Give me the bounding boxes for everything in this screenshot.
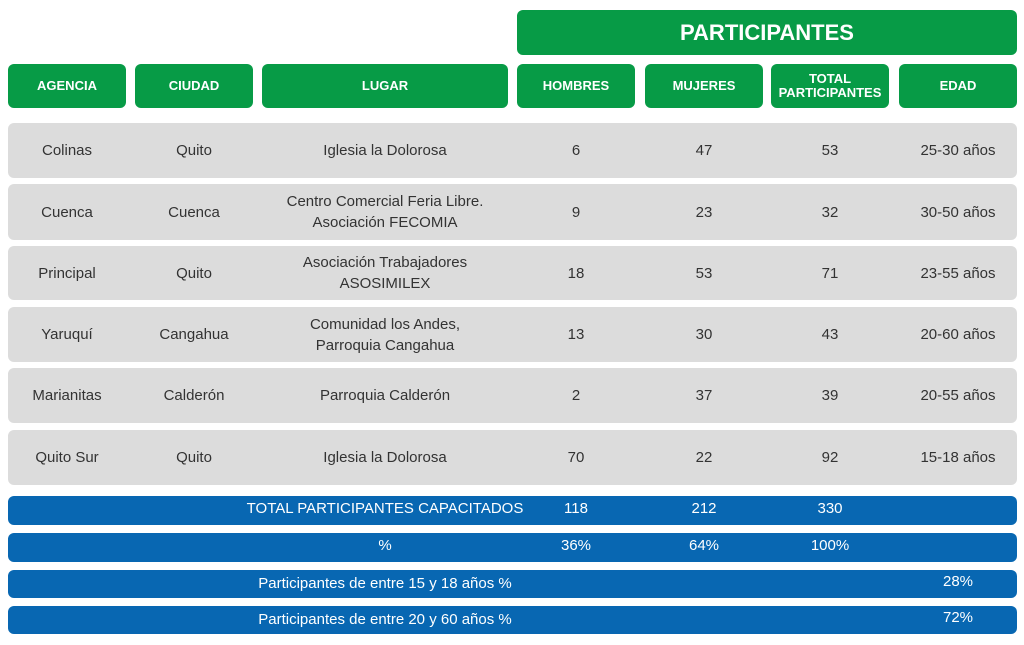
table-cell: 47 — [695, 142, 713, 159]
cell-line: Parroquia Calderón — [319, 387, 451, 404]
summary-label: % — [378, 536, 392, 554]
table-cell: 32 — [821, 203, 839, 221]
cell-line: Centro Comercial Feria Libre. — [286, 193, 484, 210]
age-row — [8, 606, 1017, 634]
cell-line: ASOSIMILEX — [339, 275, 431, 292]
table-row — [8, 246, 1017, 300]
age-value: 72% — [942, 609, 974, 627]
table-row — [8, 184, 1017, 240]
group-header: PARTICIPANTES — [517, 10, 1017, 55]
table-cell: 22 — [695, 449, 713, 466]
column-header: AGENCIA — [8, 64, 126, 108]
column-header: LUGAR — [262, 64, 508, 108]
table-cell: Centro Comercial Feria Libre. Asociación … — [262, 184, 508, 240]
table-cell: 70 — [567, 449, 585, 466]
table-row — [8, 368, 1017, 423]
table-cell: 20-55 años — [920, 387, 996, 404]
table-cell: Calderón — [163, 387, 225, 404]
table-row — [8, 123, 1017, 178]
cell-line: Asociación FECOMIA — [312, 214, 458, 231]
group-header-text: PARTICIPANTES — [680, 19, 854, 45]
table-cell: Comunidad los Andes, Parroquia Cangahua — [262, 307, 508, 362]
column-header-text: HOMBRES — [542, 78, 610, 94]
table-cell: 13 — [567, 326, 585, 343]
cell-line: Iglesia la Dolorosa — [323, 449, 447, 466]
cell-line: Comunidad los Andes, — [309, 315, 461, 333]
cell-line: Iglesia la Dolorosa — [323, 142, 447, 159]
table-cell: 23 — [695, 203, 713, 221]
table-cell: Cuenca — [168, 203, 220, 221]
table-cell: 39 — [821, 387, 839, 404]
summary-value: 118 — [564, 499, 588, 517]
table-cell: 2 — [571, 387, 581, 404]
table-cell: 6 — [571, 142, 581, 159]
table-cell: 30-50 años — [920, 203, 996, 221]
table-cell: Yaruquí — [41, 326, 93, 343]
table-cell: Parroquia Calderón — [262, 368, 508, 423]
column-header-text: MUJERES — [672, 78, 736, 94]
table-cell: 53 — [695, 264, 713, 282]
column-header-text: AGENCIA — [37, 78, 97, 94]
table-cell: Iglesia la Dolorosa — [262, 430, 508, 485]
cell-line: Asociación Trabajadores — [302, 254, 468, 271]
column-header-text: CIUDAD — [168, 78, 220, 94]
column-header: MUJERES — [645, 64, 763, 108]
table-cell: Quito — [176, 142, 212, 159]
summary-value: 330 — [817, 499, 843, 517]
table-cell: 92 — [821, 449, 839, 466]
age-row — [8, 570, 1017, 598]
column-header: HOMBRES — [517, 64, 635, 108]
age-value: 28% — [942, 573, 974, 591]
table-cell: 18 — [567, 264, 585, 282]
table-cell: 37 — [695, 387, 713, 404]
table-cell: Iglesia la Dolorosa — [262, 123, 508, 178]
table-cell: Cuenca — [41, 203, 93, 221]
table-cell: 20-60 años — [920, 326, 996, 343]
column-header-text: TOTAL PARTICIPANTES — [778, 71, 882, 100]
table-cell: Colinas — [41, 142, 93, 159]
table-cell: 25-30 años — [920, 142, 996, 159]
table-cell: 71 — [821, 264, 839, 282]
table-cell: 43 — [821, 326, 839, 343]
summary-value: 100% — [810, 536, 850, 554]
summary-label: TOTAL PARTICIPANTES CAPACITADOS — [246, 499, 524, 517]
summary-value: 212 — [691, 499, 717, 517]
age-label: Participantes de entre 15 y 18 años % — [258, 575, 512, 593]
summary-row — [8, 496, 1017, 525]
summary-row — [8, 533, 1017, 562]
table-cell: 9 — [571, 203, 581, 221]
table-cell: 23-55 años — [920, 264, 996, 282]
column-header-text: LUGAR — [361, 78, 409, 94]
table-cell: Quito — [176, 264, 212, 282]
summary-value: 36% — [560, 536, 592, 554]
table-cell: 53 — [821, 142, 839, 159]
age-label: Participantes de entre 20 y 60 años % — [258, 611, 512, 629]
table-row — [8, 430, 1017, 485]
cell-line: Parroquia Cangahua — [315, 336, 455, 354]
table-cell: 15-18 años — [920, 449, 996, 466]
column-header: CIUDAD — [135, 64, 253, 108]
table-cell: Quito Sur — [35, 449, 99, 466]
column-header-text: EDAD — [939, 78, 977, 94]
table-cell: Quito — [176, 449, 212, 466]
table-cell: Cangahua — [159, 326, 229, 343]
table-cell: 30 — [695, 326, 713, 343]
table-cell: Asociación Trabajadores ASOSIMILEX — [262, 246, 508, 300]
column-header: TOTAL PARTICIPANTES — [771, 64, 889, 108]
column-header: EDAD — [899, 64, 1017, 108]
table-row — [8, 307, 1017, 362]
summary-value: 64% — [688, 536, 720, 554]
table-cell: Marianitas — [32, 387, 102, 404]
table-cell: Principal — [38, 264, 96, 282]
